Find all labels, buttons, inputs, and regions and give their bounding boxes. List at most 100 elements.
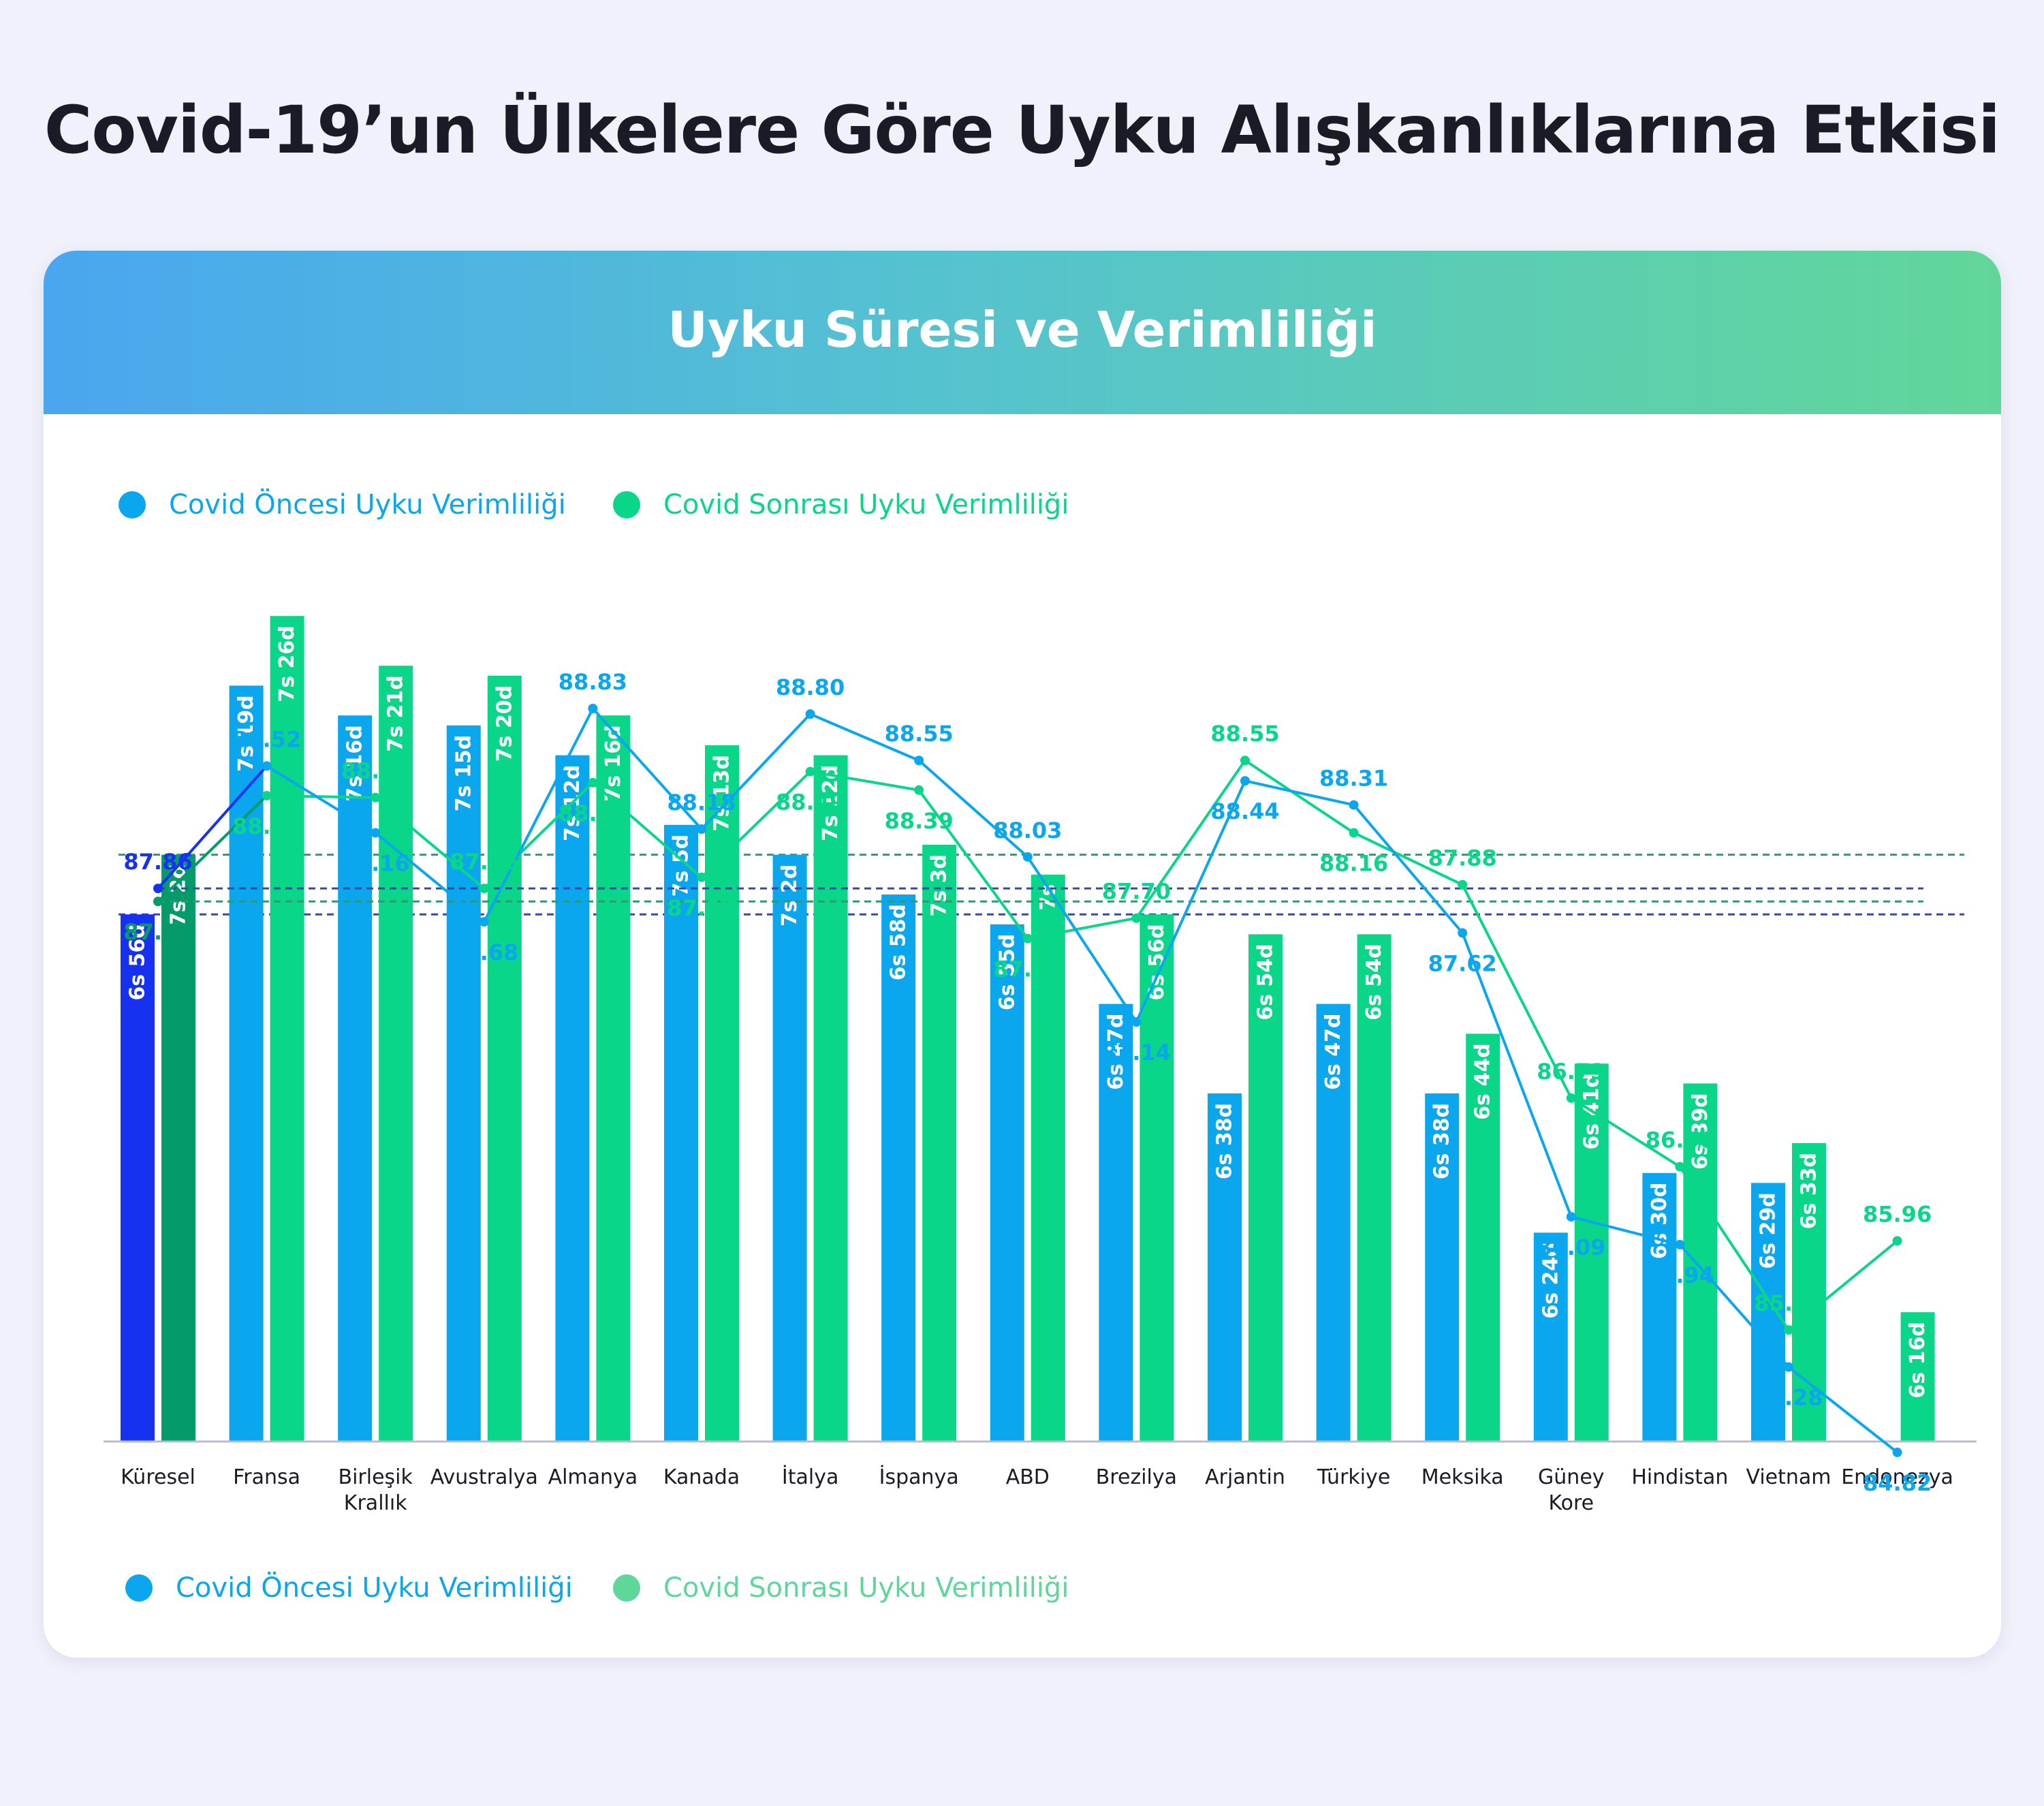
bar-label: 6s 24d — [1539, 1242, 1562, 1318]
legend-label-after: Covid Sonrası Uyku Verimliliği — [663, 489, 1069, 520]
bar-label: 6s 39d — [1688, 1093, 1712, 1169]
point-after — [1892, 1236, 1902, 1246]
point-after — [1675, 1162, 1685, 1172]
bar-after — [487, 675, 522, 1442]
category-label: Güney — [1538, 1465, 1605, 1489]
legend-label-before-bottom: Covid Öncesi Uyku Verimliliği — [176, 1572, 573, 1604]
data-label-before: 88.83 — [559, 669, 627, 695]
bar-label: 6s 55d — [995, 934, 1019, 1010]
category-label: Vietnam — [1746, 1465, 1831, 1489]
point-after — [371, 792, 381, 803]
bar-after — [1357, 934, 1392, 1442]
category-label: Birleşik — [339, 1465, 413, 1489]
point-before — [262, 761, 272, 771]
legend-label-before: Covid Öncesi Uyku Verimliliği — [169, 489, 566, 520]
point-after — [588, 777, 598, 788]
bar-label: 6s 54d — [1362, 944, 1386, 1020]
chart-card: Uyku Süresi ve Verimliliği Covid Öncesi … — [44, 251, 2001, 1657]
bar-label: 7s 19d — [234, 695, 258, 771]
bar-label: 6s 47d — [1321, 1014, 1345, 1090]
bar-after — [1248, 934, 1283, 1442]
data-label-after: 85.48 — [1754, 1290, 1823, 1316]
data-label-after: 87.70 — [1102, 879, 1171, 905]
legend-top: Covid Öncesi Uyku Verimliliği Covid Sonr… — [119, 489, 1140, 530]
data-label-before: 88.03 — [993, 818, 1062, 843]
point-before — [588, 704, 598, 713]
category-label: Kanada — [663, 1465, 740, 1489]
bar-after — [1683, 1083, 1718, 1442]
bar-label: 6s 16d — [1906, 1322, 1930, 1398]
point-before — [1458, 928, 1468, 938]
point-after — [262, 790, 272, 800]
bar-after — [1031, 874, 1065, 1442]
bar-label: 7s 16d — [343, 725, 367, 801]
bar-before — [772, 854, 807, 1442]
data-label-before: 87.86 — [123, 849, 192, 875]
point-before — [479, 917, 489, 927]
bar-label: 6s 33d — [1797, 1153, 1821, 1229]
data-label-after: 88.16 — [1319, 850, 1388, 876]
point-after — [1240, 756, 1250, 766]
category-label: Avustralya — [430, 1465, 538, 1489]
bar-label: 6s 44d — [1471, 1043, 1495, 1119]
series-segment-global — [157, 794, 268, 903]
point-before — [371, 828, 381, 838]
data-label-after: 87.79 — [123, 919, 192, 945]
data-label-before: 87.68 — [450, 939, 518, 965]
data-label-before: 88.44 — [1210, 798, 1279, 824]
bar-label: 6s 47d — [1104, 1014, 1128, 1090]
bar-after — [1900, 1312, 1935, 1442]
bar-label: 7s 20d — [492, 685, 516, 762]
bar-after — [705, 745, 739, 1442]
series-segment-global — [157, 765, 268, 890]
page-title: Covid-19’un Ülkelere Göre Uyku Alışkanlı… — [44, 92, 2000, 168]
chart-svg: 6s 56d 7s 2d 7s 19d 7s 26d 7s 16d 7s 21d 7s 15… — [104, 616, 1977, 1515]
data-label-after: 87.92 — [667, 895, 736, 921]
data-label-before: 88.52 — [232, 726, 301, 752]
data-label-before: 88.80 — [776, 674, 845, 700]
legend-item-before-bottom: Covid Öncesi Uyku Verimliliği — [125, 1572, 573, 1604]
bar-label: 6s 29d — [1757, 1192, 1780, 1268]
point-after — [1458, 879, 1468, 890]
point-before — [1022, 852, 1033, 862]
category-label: Arjantin — [1205, 1465, 1285, 1489]
point-before — [1131, 1017, 1142, 1027]
bar-after — [270, 616, 304, 1442]
bar-before — [1208, 1093, 1242, 1442]
data-label-after: 88.35 — [341, 758, 410, 784]
point-after — [805, 766, 815, 777]
card-title: Uyku Süresi ve Verimliliği — [667, 301, 1377, 358]
bar-label: 7s 16d — [601, 725, 625, 801]
category-label: Endonezya — [1841, 1465, 1953, 1489]
data-label-after: 87.86 — [450, 849, 518, 875]
bar-label: 7s 15d — [452, 735, 475, 811]
data-label-after: 88.55 — [1210, 721, 1279, 747]
legend-dot-after-icon — [613, 491, 640, 518]
bar-before — [664, 824, 698, 1442]
bar-label: 6s 30d — [1648, 1183, 1671, 1259]
point-before — [1675, 1239, 1685, 1249]
bar-before — [1533, 1232, 1568, 1442]
point-after — [1566, 1093, 1576, 1103]
bar-before — [1099, 1003, 1133, 1442]
bar-after — [1466, 1033, 1500, 1442]
category-label: Fransa — [233, 1465, 300, 1489]
legend-bottom: Covid Öncesi Uyku Verimliliği Covid Sonr… — [125, 1572, 1147, 1613]
bar-before — [1751, 1183, 1785, 1442]
data-label-before: 85.94 — [1646, 1262, 1714, 1288]
data-label-after: 85.96 — [1863, 1202, 1932, 1228]
category-label: Meksika — [1421, 1465, 1504, 1489]
bar-after — [596, 715, 631, 1442]
bar-after — [1574, 1063, 1609, 1442]
point-after — [914, 785, 924, 795]
point-before — [805, 709, 815, 719]
bar-before — [1642, 1172, 1677, 1442]
point-after — [479, 884, 489, 894]
series-line-before — [266, 707, 1898, 1454]
data-label-after: 86.36 — [1646, 1127, 1714, 1153]
point-after — [1784, 1325, 1793, 1335]
bar-before — [990, 924, 1024, 1442]
data-label-before: 87.14 — [1102, 1040, 1171, 1065]
bar-after — [922, 845, 957, 1442]
legend-label-after-bottom: Covid Sonrası Uyku Verimliliği — [663, 1572, 1069, 1604]
